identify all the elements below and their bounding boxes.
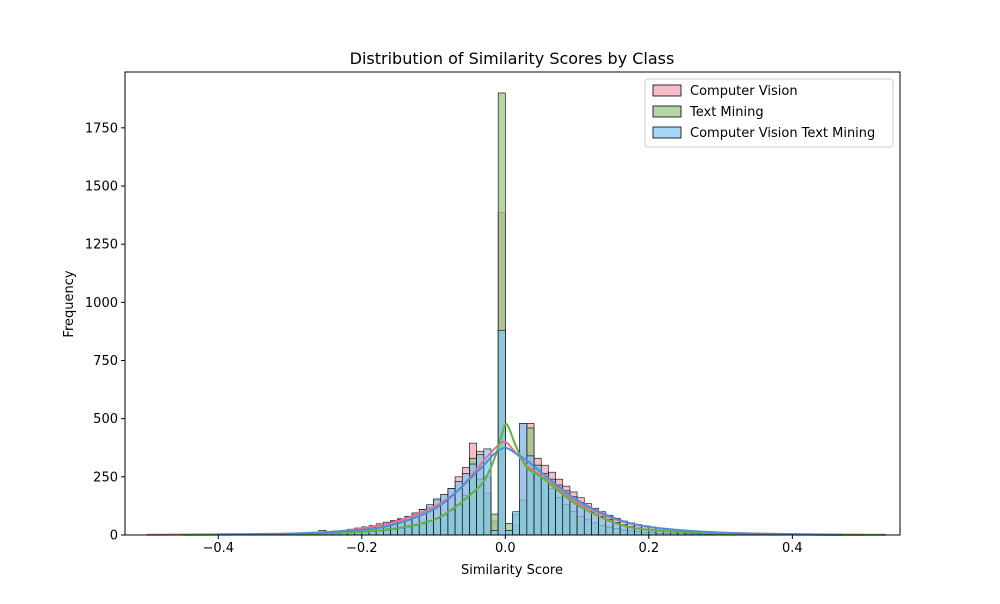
- x-tick-label: 0.2: [638, 541, 659, 556]
- bar: [513, 512, 520, 535]
- legend-swatch-computer-vision: [653, 85, 681, 96]
- y-tick-label: 0: [110, 529, 118, 544]
- bar: [520, 423, 527, 535]
- y-axis-label: Frequency: [62, 270, 77, 337]
- chart-title: Distribution of Similarity Scores by Cla…: [350, 49, 675, 68]
- y-tick-label: 1500: [85, 180, 118, 195]
- bar: [505, 530, 512, 535]
- y-tick-label: 1250: [85, 238, 118, 253]
- legend: Computer Vision Text Mining Computer Vis…: [645, 79, 893, 147]
- x-tick-label: 0.4: [782, 541, 803, 556]
- y-tick-label: 250: [93, 470, 118, 485]
- legend-swatch-cv-text-mining: [653, 127, 681, 138]
- bar: [491, 530, 498, 535]
- y-tick-label: 1750: [85, 121, 118, 136]
- legend-label-cv-text-mining: Computer Vision Text Mining: [690, 126, 875, 141]
- y-tick-label: 750: [93, 354, 118, 369]
- legend-label-text-mining: Text Mining: [689, 105, 764, 120]
- y-tick-label: 500: [93, 412, 118, 427]
- legend-swatch-text-mining: [653, 106, 681, 117]
- x-tick-label: 0.0: [495, 541, 516, 556]
- legend-label-computer-vision: Computer Vision: [690, 84, 798, 99]
- x-axis-label: Similarity Score: [461, 563, 563, 578]
- x-tick-label: −0.4: [202, 541, 234, 556]
- x-tick-label: −0.2: [346, 541, 378, 556]
- y-tick-label: 1000: [85, 296, 118, 311]
